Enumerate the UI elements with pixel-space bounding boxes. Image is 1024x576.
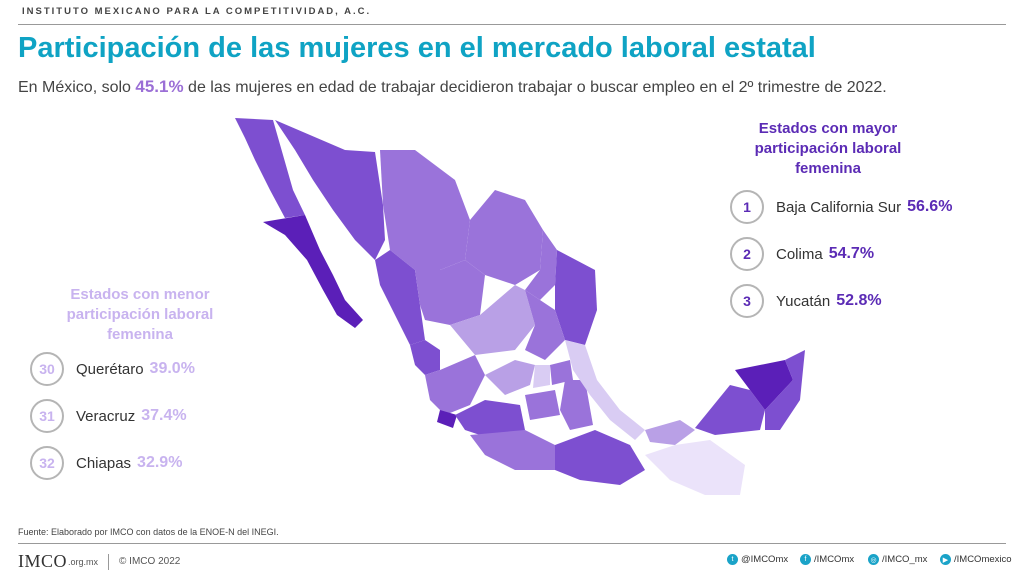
- state-san-luis-potosi: [525, 290, 565, 360]
- mexico-choropleth-map: [235, 118, 805, 495]
- state-hidalgo: [550, 360, 573, 385]
- state-oaxaca: [555, 430, 645, 485]
- subtitle-value: 45.1%: [135, 77, 184, 96]
- facebook-icon: f: [800, 554, 811, 565]
- state-name: Colima: [776, 245, 823, 263]
- page-subtitle: En México, solo 45.1% de las mujeres en …: [18, 77, 887, 97]
- social-youtube[interactable]: ▶ /IMCOmexico: [940, 554, 1012, 565]
- imco-logo: IMCO: [18, 551, 68, 571]
- state-value: 39.0%: [149, 360, 195, 377]
- social-label: /IMCOmexico: [954, 554, 1012, 565]
- state-nuevo-leon: [525, 230, 557, 300]
- bottom-states-heading: Estados con menor participación laboral …: [66, 286, 214, 343]
- state-tamaulipas: [555, 250, 597, 345]
- state-value: 52.8%: [836, 292, 882, 309]
- state-quintana-roo: [765, 350, 805, 430]
- state-guerrero: [470, 430, 555, 470]
- state-michoacan: [455, 400, 525, 440]
- state-name: Baja California Sur: [776, 198, 902, 216]
- footer-separator: [108, 553, 110, 570]
- state-value: 32.9%: [137, 454, 183, 471]
- rank-badge: 2: [730, 237, 764, 271]
- rank-badge: 3: [730, 284, 764, 318]
- state-guanajuato: [485, 360, 535, 395]
- state-name: Chiapas: [76, 454, 132, 472]
- state-veracruz: [565, 340, 645, 440]
- instagram-icon: ◎: [868, 554, 879, 565]
- social-label: @IMCOmx: [741, 554, 789, 565]
- subtitle-post: de las mujeres en edad de trabajar decid…: [188, 79, 887, 96]
- footer-divider: [18, 543, 1006, 544]
- top-states-heading: Estados con mayor participación laboral …: [754, 120, 902, 177]
- organization-name: INSTITUTO MEXICANO PARA LA COMPETITIVIDA…: [22, 6, 372, 17]
- rank-badge: 1: [730, 190, 764, 224]
- social-label: /IMCOmx: [814, 554, 855, 565]
- state-zacatecas: [450, 285, 535, 355]
- bottom-state-31: 31 Veracruz 37.4%: [30, 399, 187, 433]
- source-note: Fuente: Elaborado por IMCO con datos de …: [18, 527, 279, 537]
- state-durango: [415, 260, 485, 325]
- state-mexico: [525, 390, 560, 420]
- state-yucatan: [735, 360, 793, 410]
- state-tabasco: [645, 420, 695, 445]
- state-nayarit: [410, 340, 440, 375]
- rank-badge: 30: [30, 352, 64, 386]
- state-value: 37.4%: [141, 407, 187, 424]
- state-campeche: [695, 385, 765, 435]
- state-baja-california: [235, 118, 305, 218]
- footer-brand: IMCO .org.mx © IMCO 2022: [18, 551, 180, 572]
- top-state-2: 2 Colima 54.7%: [730, 237, 874, 271]
- state-name: Yucatán: [776, 292, 831, 310]
- state-value: 56.6%: [907, 198, 953, 215]
- state-name: Querétaro: [76, 360, 144, 378]
- state-sinaloa: [375, 250, 425, 345]
- state-baja-california-sur: [263, 215, 363, 328]
- copyright: © IMCO 2022: [119, 556, 181, 567]
- bottom-state-30: 30 Querétaro 39.0%: [30, 352, 195, 386]
- top-state-1: 1 Baja California Sur 56.6%: [730, 190, 952, 224]
- bottom-state-32: 32 Chiapas 32.9%: [30, 446, 182, 480]
- state-puebla: [560, 380, 593, 430]
- state-sonora: [275, 120, 385, 260]
- page-title: Participación de las mujeres en el merca…: [18, 32, 816, 64]
- social-twitter[interactable]: t @IMCOmx: [727, 554, 788, 565]
- state-value: 54.7%: [828, 245, 875, 262]
- youtube-icon: ▶: [940, 554, 951, 565]
- twitter-icon: t: [727, 554, 738, 565]
- state-chiapas: [645, 440, 745, 495]
- logo-suffix: .org.mx: [68, 556, 99, 567]
- social-instagram[interactable]: ◎ /IMCO_mx: [868, 554, 927, 565]
- subtitle-pre: En México, solo: [18, 79, 131, 96]
- state-chihuahua: [380, 150, 470, 270]
- rank-badge: 31: [30, 399, 64, 433]
- top-state-3: 3 Yucatán 52.8%: [730, 284, 882, 318]
- state-queretaro: [533, 365, 550, 388]
- state-coahuila: [465, 190, 543, 285]
- social-facebook[interactable]: f /IMCOmx: [800, 554, 854, 565]
- header-divider: [18, 24, 1006, 25]
- state-jalisco: [425, 355, 485, 415]
- social-label: /IMCO_mx: [882, 554, 928, 565]
- state-colima: [437, 410, 457, 428]
- rank-badge: 32: [30, 446, 64, 480]
- state-name: Veracruz: [76, 407, 136, 425]
